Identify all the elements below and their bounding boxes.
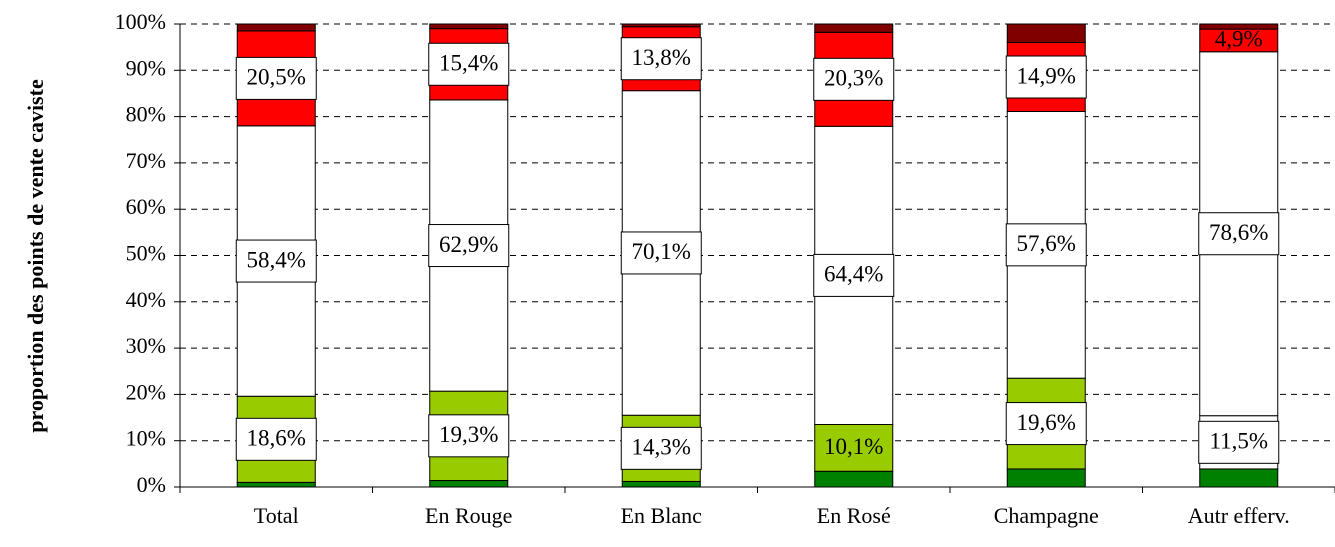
y-tick-label: 70% bbox=[126, 148, 166, 173]
data-label: 70,1% bbox=[632, 239, 691, 264]
bar-segment bbox=[429, 23, 509, 30]
bar-segment bbox=[814, 470, 894, 488]
data-label: 19,3% bbox=[439, 422, 498, 447]
data-label: 78,6% bbox=[1209, 220, 1268, 245]
data-label: 20,5% bbox=[247, 65, 306, 90]
bar-segment bbox=[814, 423, 894, 472]
y-tick-label: 100% bbox=[115, 9, 166, 34]
y-tick-label: 40% bbox=[126, 287, 166, 312]
data-label: 15,4% bbox=[439, 51, 498, 76]
data-label: 14,3% bbox=[632, 435, 691, 460]
data-label: 20,3% bbox=[824, 66, 883, 91]
label-box bbox=[1198, 212, 1280, 256]
data-label: 19,6% bbox=[1017, 410, 1076, 435]
label-box bbox=[620, 37, 702, 81]
bar-segment bbox=[621, 23, 701, 28]
label-box bbox=[1005, 55, 1087, 99]
label-box bbox=[1198, 420, 1280, 464]
bar-segment bbox=[1199, 23, 1279, 30]
y-tick-label: 20% bbox=[126, 379, 166, 404]
bar-segment bbox=[1006, 23, 1086, 44]
data-label: 14,9% bbox=[1017, 63, 1076, 88]
label-box bbox=[428, 224, 510, 268]
data-label: 57,6% bbox=[1017, 231, 1076, 256]
data-label: 58,4% bbox=[247, 247, 306, 272]
data-label: 11,5% bbox=[1209, 429, 1268, 454]
x-tick-label: En Rosé bbox=[817, 503, 891, 528]
y-tick-label: 0% bbox=[137, 472, 166, 497]
data-label: 10,1% bbox=[824, 434, 883, 459]
x-tick-label: En Blanc bbox=[621, 503, 702, 528]
label-box bbox=[428, 414, 510, 458]
bar-segment bbox=[236, 23, 316, 32]
x-tick-label: Total bbox=[254, 503, 299, 528]
data-label: 18,6% bbox=[247, 426, 306, 451]
y-tick-label: 60% bbox=[126, 194, 166, 219]
label-box bbox=[1005, 402, 1087, 446]
data-label: 64,4% bbox=[824, 262, 883, 287]
y-tick-label: 10% bbox=[126, 426, 166, 451]
bar-segment bbox=[814, 23, 894, 33]
y-tick-label: 30% bbox=[126, 333, 166, 358]
label-box bbox=[813, 253, 895, 297]
label-box bbox=[813, 57, 895, 101]
bar-segment bbox=[236, 481, 316, 488]
y-tick-label: 50% bbox=[126, 241, 166, 266]
bar-segment bbox=[429, 480, 509, 488]
y-axis-label: proportion des points de vente caviste bbox=[23, 79, 48, 433]
label-box bbox=[620, 231, 702, 275]
label-box bbox=[620, 426, 702, 470]
label-box bbox=[235, 56, 317, 100]
label-box bbox=[235, 239, 317, 283]
bar-segment bbox=[1199, 468, 1279, 488]
data-label: 13,8% bbox=[632, 45, 691, 70]
x-tick-label: En Rouge bbox=[425, 503, 512, 528]
bar-segment bbox=[621, 480, 701, 488]
label-box bbox=[428, 42, 510, 86]
x-tick-label: Champagne bbox=[994, 503, 1099, 528]
y-tick-label: 90% bbox=[126, 55, 166, 80]
data-label: 62,9% bbox=[439, 232, 498, 257]
label-box bbox=[1005, 223, 1087, 267]
bar-segment bbox=[1006, 468, 1086, 488]
data-label: 4,9% bbox=[1215, 27, 1263, 52]
x-tick-label: Autr efferv. bbox=[1188, 503, 1290, 528]
y-tick-label: 80% bbox=[126, 102, 166, 127]
label-box bbox=[235, 417, 317, 461]
